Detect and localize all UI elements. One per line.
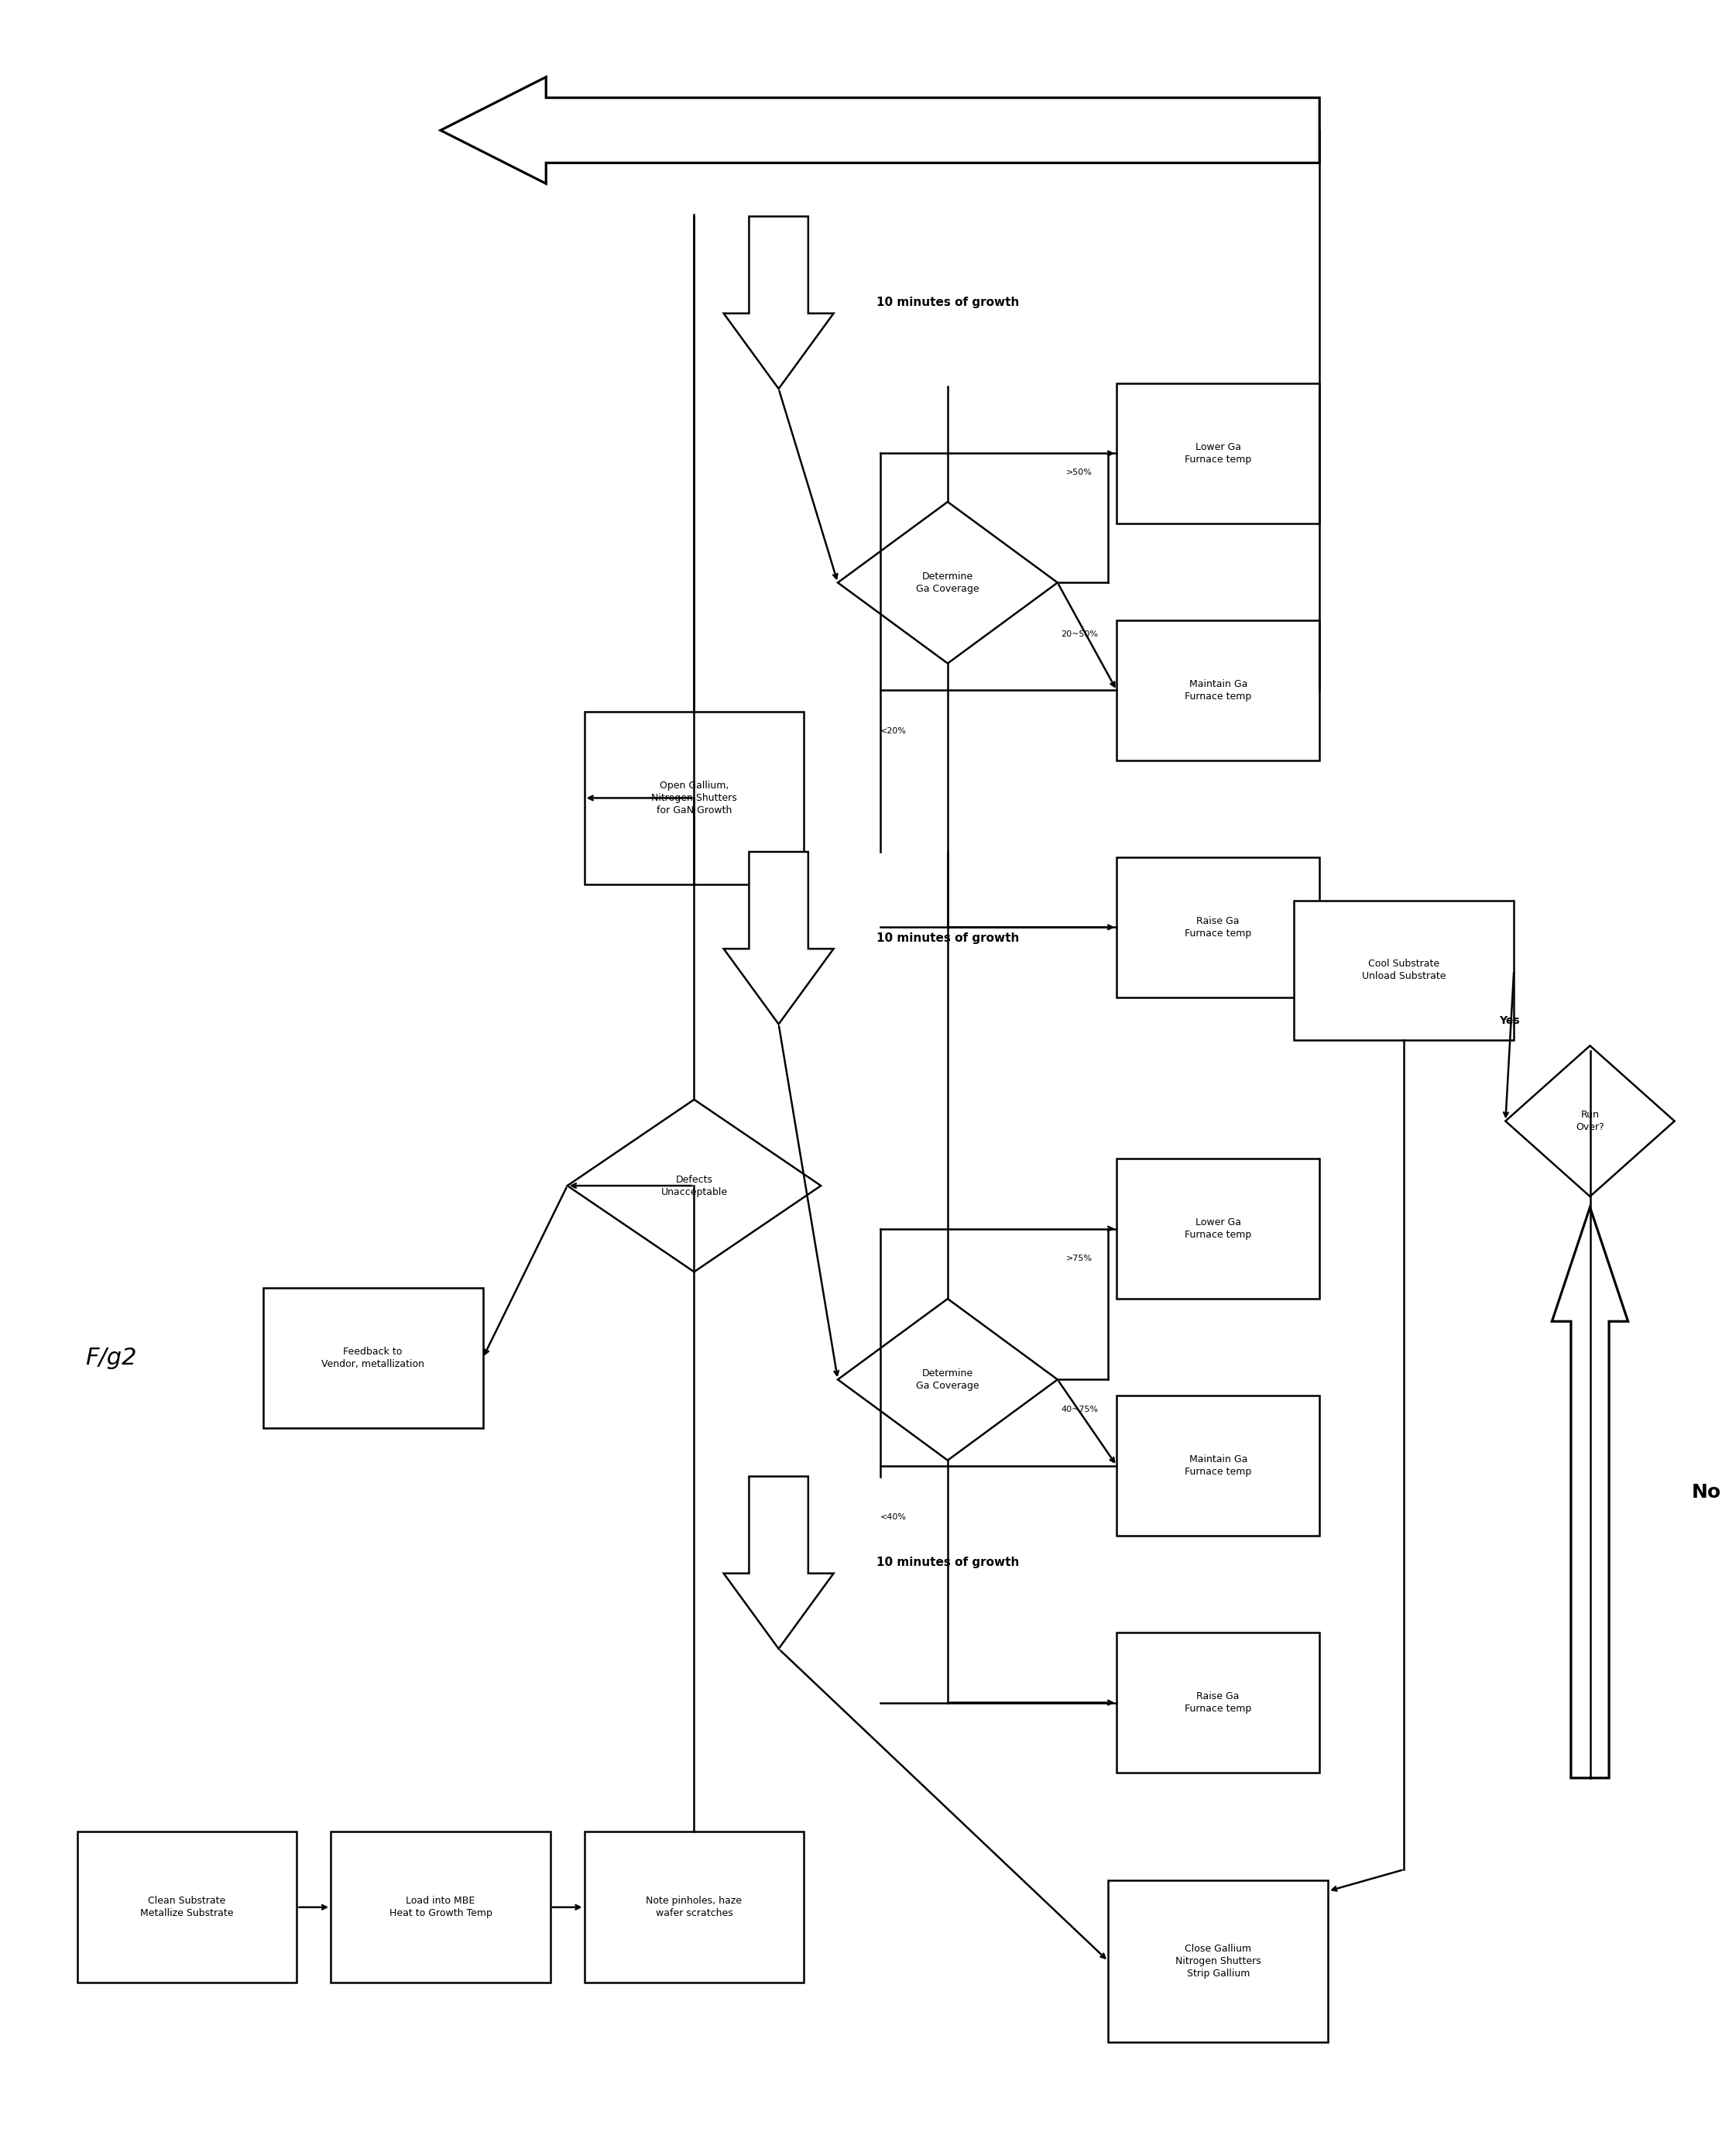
FancyBboxPatch shape: [1116, 384, 1319, 524]
Text: Raise Ga
Furnace temp: Raise Ga Furnace temp: [1185, 1692, 1252, 1714]
Text: Maintain Ga
Furnace temp: Maintain Ga Furnace temp: [1185, 1455, 1252, 1477]
FancyBboxPatch shape: [1116, 621, 1319, 761]
Polygon shape: [1505, 1046, 1674, 1197]
Text: Load into MBE
Heat to Growth Temp: Load into MBE Heat to Growth Temp: [389, 1895, 492, 1919]
Text: Note pinholes, haze
wafer scratches: Note pinholes, haze wafer scratches: [646, 1895, 742, 1919]
Text: Open Gallium,
Nitrogen Shutters
for GaN Growth: Open Gallium, Nitrogen Shutters for GaN …: [651, 780, 737, 815]
Text: Yes: Yes: [1500, 1015, 1521, 1026]
Text: Determine
Ga Coverage: Determine Ga Coverage: [916, 1369, 980, 1391]
Text: Feedback to
Vendor, metallization: Feedback to Vendor, metallization: [322, 1348, 424, 1369]
Text: Lower Ga
Furnace temp: Lower Ga Furnace temp: [1185, 442, 1252, 464]
Text: >50%: >50%: [1066, 468, 1092, 476]
Text: 20~50%: 20~50%: [1061, 630, 1099, 638]
Text: <20%: <20%: [880, 727, 906, 735]
Polygon shape: [839, 1298, 1057, 1460]
FancyBboxPatch shape: [263, 1287, 482, 1427]
Text: Maintain Ga
Furnace temp: Maintain Ga Furnace temp: [1185, 679, 1252, 701]
Text: Cool Substrate
Unload Substrate: Cool Substrate Unload Substrate: [1362, 959, 1446, 981]
Text: 10 minutes of growth: 10 minutes of growth: [876, 931, 1019, 944]
FancyBboxPatch shape: [77, 1833, 296, 1984]
FancyBboxPatch shape: [1109, 1880, 1328, 2042]
FancyBboxPatch shape: [1116, 1632, 1319, 1772]
Text: Determine
Ga Coverage: Determine Ga Coverage: [916, 571, 980, 593]
Text: Clean Substrate
Metallize Substrate: Clean Substrate Metallize Substrate: [141, 1895, 234, 1919]
FancyBboxPatch shape: [584, 1833, 804, 1984]
Text: Close Gallium
Nitrogen Shutters
Strip Gallium: Close Gallium Nitrogen Shutters Strip Ga…: [1174, 1945, 1261, 1979]
FancyBboxPatch shape: [1116, 1158, 1319, 1298]
Text: Lower Ga
Furnace temp: Lower Ga Furnace temp: [1185, 1218, 1252, 1240]
Text: 10 minutes of growth: 10 minutes of growth: [876, 298, 1019, 308]
Polygon shape: [723, 216, 833, 388]
Polygon shape: [1552, 1207, 1627, 1779]
Text: Run
Over?: Run Over?: [1576, 1110, 1605, 1132]
FancyBboxPatch shape: [331, 1833, 551, 1984]
Polygon shape: [567, 1100, 821, 1272]
FancyBboxPatch shape: [1116, 858, 1319, 998]
FancyBboxPatch shape: [584, 711, 804, 884]
Polygon shape: [441, 78, 1319, 183]
Text: 40~75%: 40~75%: [1061, 1406, 1099, 1414]
FancyBboxPatch shape: [1295, 901, 1514, 1041]
Text: Raise Ga
Furnace temp: Raise Ga Furnace temp: [1185, 916, 1252, 938]
Polygon shape: [723, 1477, 833, 1649]
Text: <40%: <40%: [880, 1514, 906, 1522]
FancyBboxPatch shape: [1116, 1395, 1319, 1535]
Text: 10 minutes of growth: 10 minutes of growth: [876, 1557, 1019, 1567]
Text: F/g2: F/g2: [86, 1348, 138, 1369]
Text: >75%: >75%: [1066, 1255, 1092, 1263]
Text: No: No: [1691, 1483, 1720, 1503]
Text: Defects
Unacceptable: Defects Unacceptable: [661, 1175, 727, 1197]
Polygon shape: [839, 502, 1057, 664]
Polygon shape: [723, 852, 833, 1024]
